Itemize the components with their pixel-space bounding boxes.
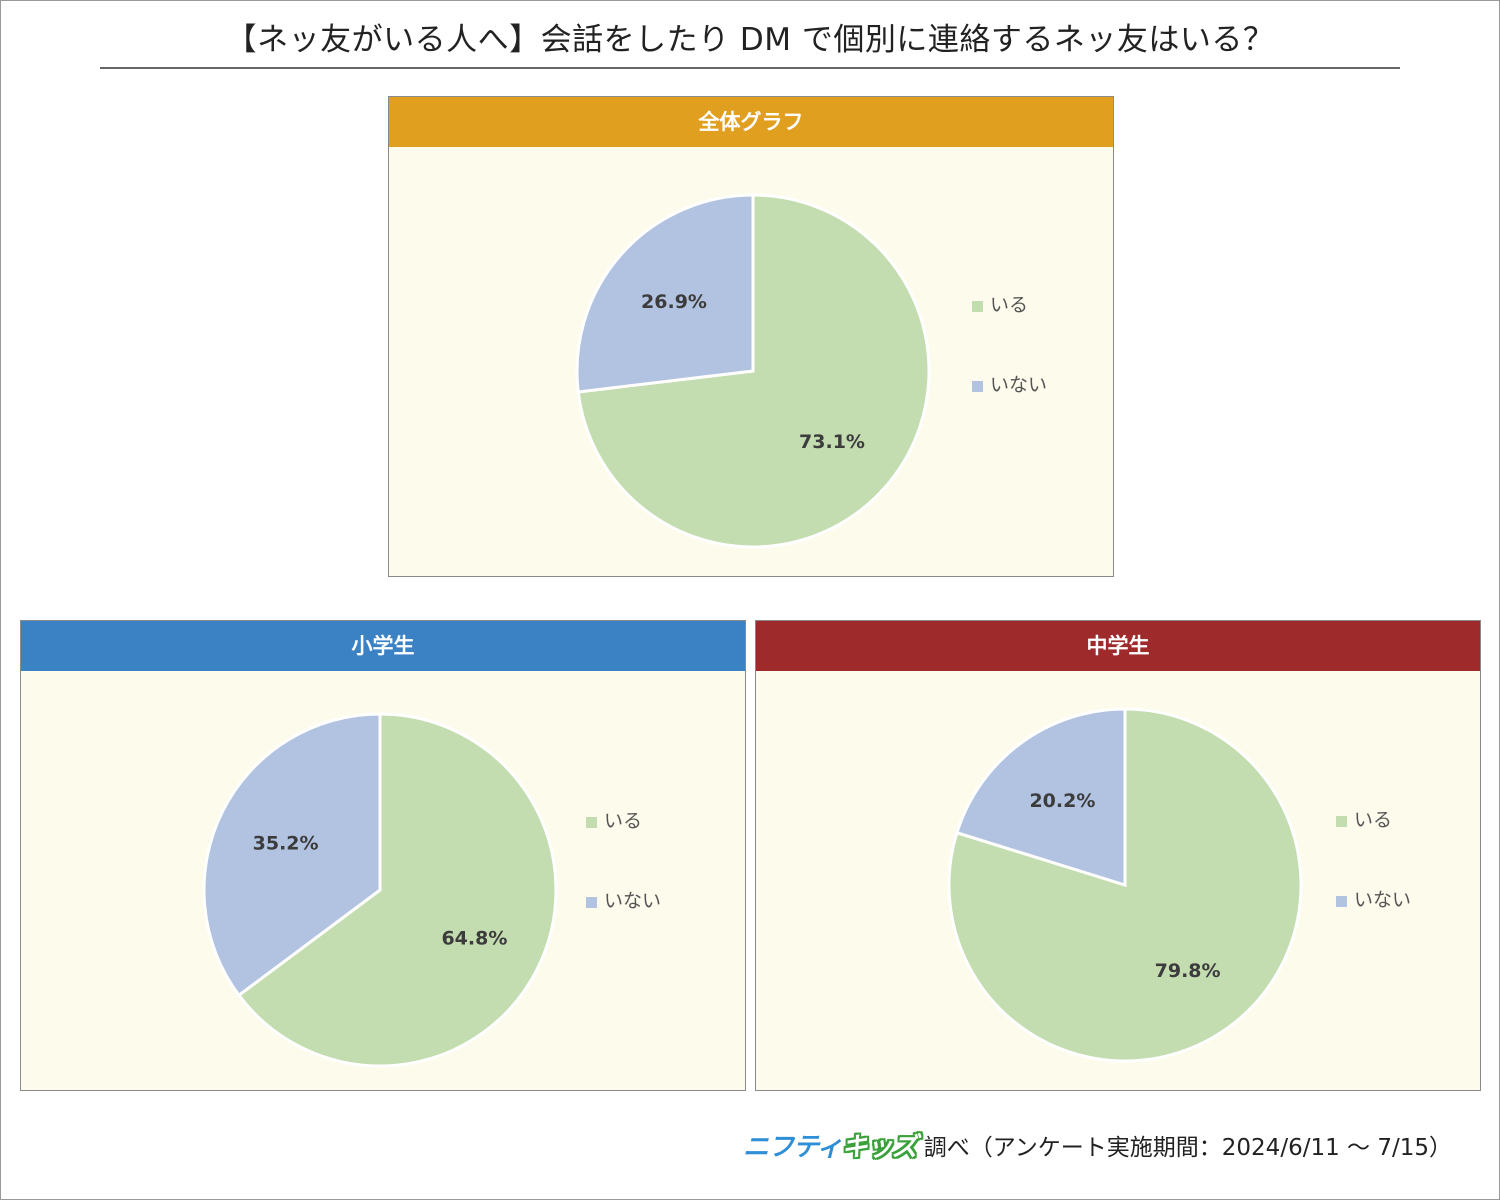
panel-title-elementary: 小学生 bbox=[21, 621, 745, 671]
pie-slice-junior-high-inai bbox=[955, 707, 1127, 888]
pie-slice-elementary-iru bbox=[236, 712, 558, 1068]
legend-label-junior-high-iru: いる bbox=[1354, 809, 1392, 831]
title-divider bbox=[100, 67, 1400, 69]
legend-label-elementary-iru: いる bbox=[604, 810, 642, 832]
panel-overall: 全体グラフ 73.1% 26.9% いるいない bbox=[388, 96, 1114, 577]
data-label-elementary-iru: 64.8% bbox=[441, 927, 507, 949]
legend-swatch-junior-high-inai bbox=[1336, 896, 1347, 907]
legend-swatch-overall-inai bbox=[972, 381, 983, 392]
brand-nifty-text: ニフティ bbox=[743, 1132, 842, 1163]
pie-slice-elementary-inai bbox=[202, 712, 382, 998]
data-label-junior-high-inai: 20.2% bbox=[1029, 790, 1095, 812]
data-label-overall-inai: 26.9% bbox=[641, 291, 707, 313]
nifty-kids-logo: ニフティキッズ bbox=[743, 1127, 918, 1168]
brand-kids-text: キッズ bbox=[841, 1132, 918, 1163]
legend-label-junior-high-inai: いない bbox=[1354, 889, 1411, 911]
main-title: 【ネッ友がいる人へ】会話をしたり DM で個別に連絡するネッ友はいる？ bbox=[225, 22, 1275, 58]
legend-swatch-elementary-iru bbox=[586, 817, 597, 828]
data-label-elementary-inai: 35.2% bbox=[253, 833, 319, 855]
legend-swatch-junior-high-iru bbox=[1336, 816, 1347, 827]
legend-swatch-elementary-inai bbox=[586, 897, 597, 908]
source-footer: ニフティキッズ 調べ（アンケート実施期間：2024/6/11 ～ 7/15） bbox=[743, 1127, 1452, 1167]
legend-label-overall-inai: いない bbox=[990, 374, 1047, 396]
data-label-overall-iru: 73.1% bbox=[799, 431, 865, 453]
source-note: 調べ（アンケート実施期間：2024/6/11 ～ 7/15） bbox=[923, 1134, 1452, 1161]
legend-label-overall-iru: いる bbox=[990, 294, 1028, 316]
panel-title-junior-high: 中学生 bbox=[756, 621, 1480, 671]
pie-slice-overall-inai bbox=[575, 193, 755, 394]
data-label-junior-high-iru: 79.8% bbox=[1155, 960, 1221, 982]
panel-elementary: 小学生 64.8% 35.2% いるいない bbox=[20, 620, 746, 1091]
legend-swatch-overall-iru bbox=[972, 301, 983, 312]
legend-label-elementary-inai: いない bbox=[604, 890, 661, 912]
panel-junior-high: 中学生 79.8% 20.2% いるいない bbox=[755, 620, 1481, 1091]
panel-title-overall: 全体グラフ bbox=[389, 97, 1113, 147]
